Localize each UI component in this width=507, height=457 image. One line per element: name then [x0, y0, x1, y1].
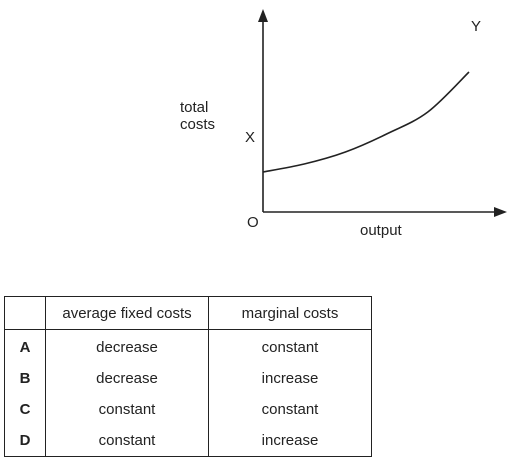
table-row: C constant constant: [4, 394, 372, 425]
cost-graph: [258, 9, 507, 217]
total-cost-curve: [262, 71, 470, 173]
option-letter: A: [4, 329, 46, 363]
x-axis-label: output: [360, 222, 402, 239]
table-row: B decrease increase: [4, 363, 372, 394]
option-letter: B: [4, 363, 46, 394]
mc-cell: constant: [208, 394, 372, 425]
afc-cell: constant: [45, 394, 209, 425]
mc-cell: increase: [208, 363, 372, 394]
table-row: D constant increase: [4, 425, 372, 457]
afc-cell: decrease: [45, 329, 209, 363]
curve-start-label: X: [245, 129, 256, 146]
table-header-option: [4, 296, 46, 330]
curve-end-label: Y: [471, 18, 482, 35]
table-header-row: average fixed costs marginal costs: [4, 296, 372, 330]
mc-cell: increase: [208, 425, 372, 457]
table-row: A decrease constant: [4, 329, 372, 363]
y-axis-label: total costs: [180, 99, 216, 133]
answer-options-table: average fixed costs marginal costs A dec…: [4, 296, 372, 457]
origin-label: O: [247, 214, 259, 231]
table-header-mc: marginal costs: [208, 296, 372, 330]
afc-cell: constant: [45, 425, 209, 457]
table-header-afc: average fixed costs: [45, 296, 209, 330]
option-letter: D: [4, 425, 46, 457]
afc-cell: decrease: [45, 363, 209, 394]
y-axis-arrow: [258, 9, 268, 22]
option-letter: C: [4, 394, 46, 425]
x-axis-arrow: [494, 207, 507, 217]
mc-cell: constant: [208, 329, 372, 363]
